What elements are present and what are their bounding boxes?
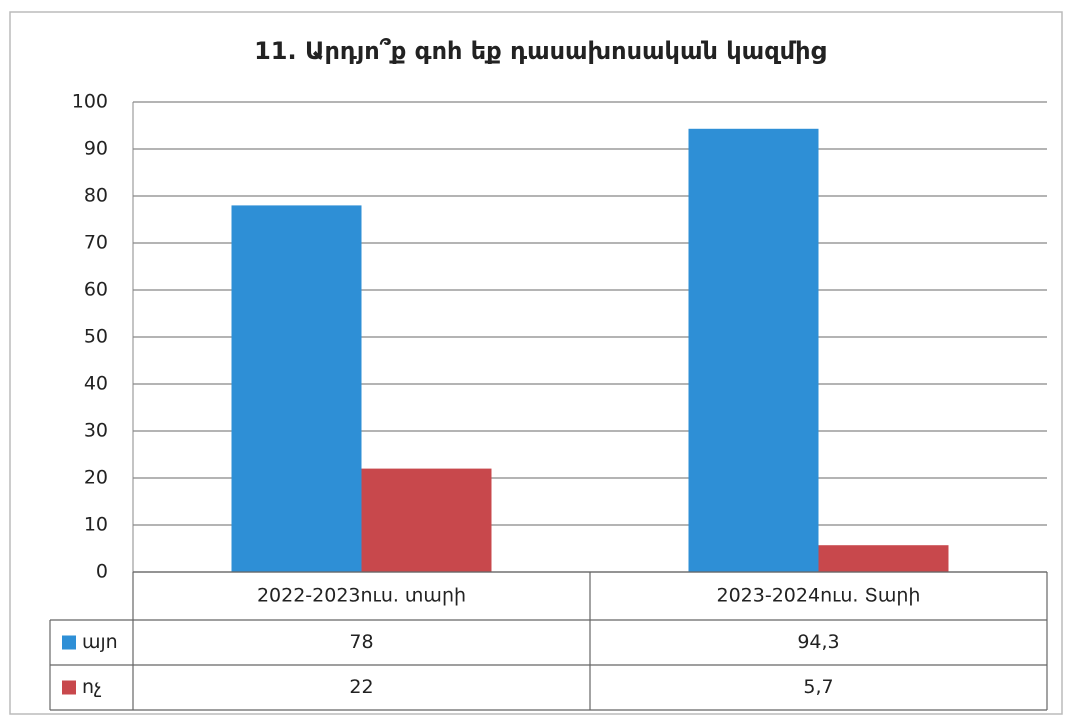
table-value: 78 <box>349 631 373 653</box>
chart-title: 11. Արդյո՞ք գոհ եք դասախոսական կազմից <box>254 37 826 65</box>
bar <box>231 205 362 572</box>
legend-swatch <box>62 635 76 650</box>
y-tick-label: 90 <box>84 138 108 160</box>
y-tick-label: 80 <box>84 185 108 207</box>
x-tick-label: 2023-2024ուս. Տարի <box>717 585 921 607</box>
y-tick-label: 30 <box>84 420 108 442</box>
y-tick-label: 10 <box>84 514 108 536</box>
legend-label: ոչ <box>82 676 102 698</box>
legend-label: այո <box>82 631 118 653</box>
table-value: 5,7 <box>803 676 833 698</box>
y-tick-label: 20 <box>84 467 108 489</box>
table-value: 94,3 <box>797 631 839 653</box>
y-tick-label: 40 <box>84 373 108 395</box>
y-tick-label: 100 <box>72 91 108 113</box>
y-tick-label: 60 <box>84 279 108 301</box>
legend-swatch <box>62 680 76 695</box>
bar <box>361 468 492 572</box>
table-value: 22 <box>349 676 373 698</box>
bar <box>818 545 949 572</box>
y-tick-label: 0 <box>96 561 108 583</box>
x-tick-label: 2022-2023ուս. տարի <box>257 585 466 607</box>
y-tick-label: 50 <box>84 326 108 348</box>
chart-frame <box>9 11 1063 715</box>
y-tick-label: 70 <box>84 232 108 254</box>
bar <box>688 128 819 573</box>
